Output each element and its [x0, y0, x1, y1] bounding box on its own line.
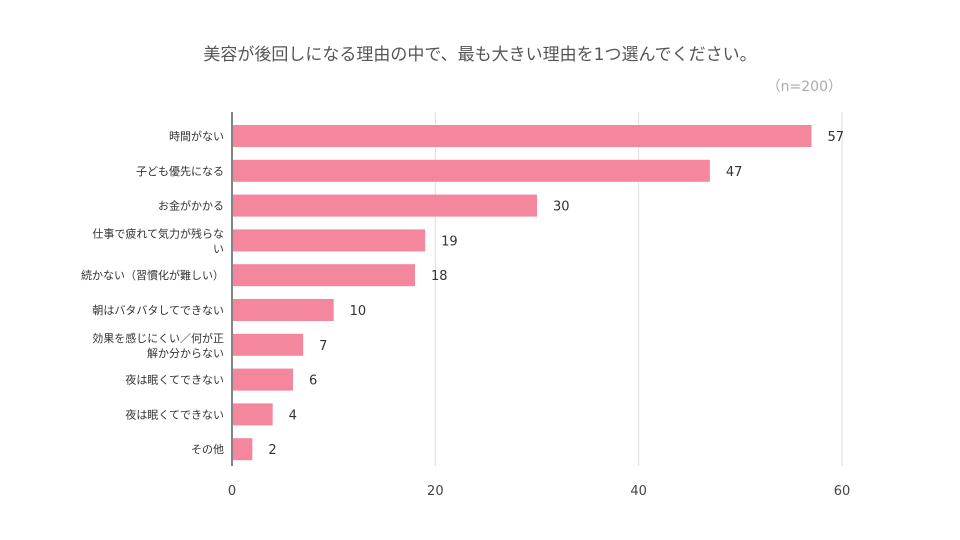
data-label: 7	[319, 339, 327, 354]
chart-title: 美容が後回しになる理由の中で、最も大きい理由を1つ選んでください。	[203, 45, 757, 65]
data-label: 18	[431, 269, 448, 284]
x-tick-label: 60	[834, 484, 851, 499]
bar	[233, 159, 710, 182]
category-label: 仕事で疲れて気力が残らな	[92, 226, 224, 240]
category-label: 夜は眠くてできない	[125, 373, 224, 387]
data-label: 19	[441, 234, 458, 249]
sample-size-label: （n=200）	[766, 79, 842, 95]
data-label: 2	[268, 443, 276, 458]
bar	[233, 403, 273, 426]
category-label: 朝はバタバタしてできない	[92, 304, 224, 317]
category-label: 解か分からない	[147, 346, 224, 360]
category-label: 時間がない	[169, 129, 224, 143]
bar	[233, 438, 253, 461]
category-label: 効果を感じにくい／何が正	[92, 331, 224, 345]
category-label: い	[213, 242, 224, 255]
bar	[233, 299, 334, 321]
bar	[233, 264, 415, 287]
category-label: 夜は眠くてできない	[125, 407, 224, 421]
data-label: 30	[553, 200, 570, 215]
category-label: 子ども優先になる	[136, 165, 224, 178]
bar	[233, 229, 426, 252]
x-tick-label: 20	[427, 484, 444, 499]
data-label: 4	[289, 408, 297, 423]
data-label: 6	[309, 374, 317, 389]
data-label: 57	[828, 130, 845, 145]
bar	[233, 333, 304, 356]
bar	[233, 125, 812, 147]
x-tick-label: 0	[228, 484, 236, 499]
bar	[233, 368, 293, 391]
category-label: お金がかかる	[158, 199, 224, 213]
category-label: 続かない（習慣化が難しい）	[81, 268, 224, 282]
data-label: 10	[350, 304, 367, 319]
category-label: その他	[191, 443, 224, 456]
bar	[233, 194, 537, 217]
x-tick-label: 40	[630, 484, 647, 499]
data-label: 47	[726, 165, 743, 180]
